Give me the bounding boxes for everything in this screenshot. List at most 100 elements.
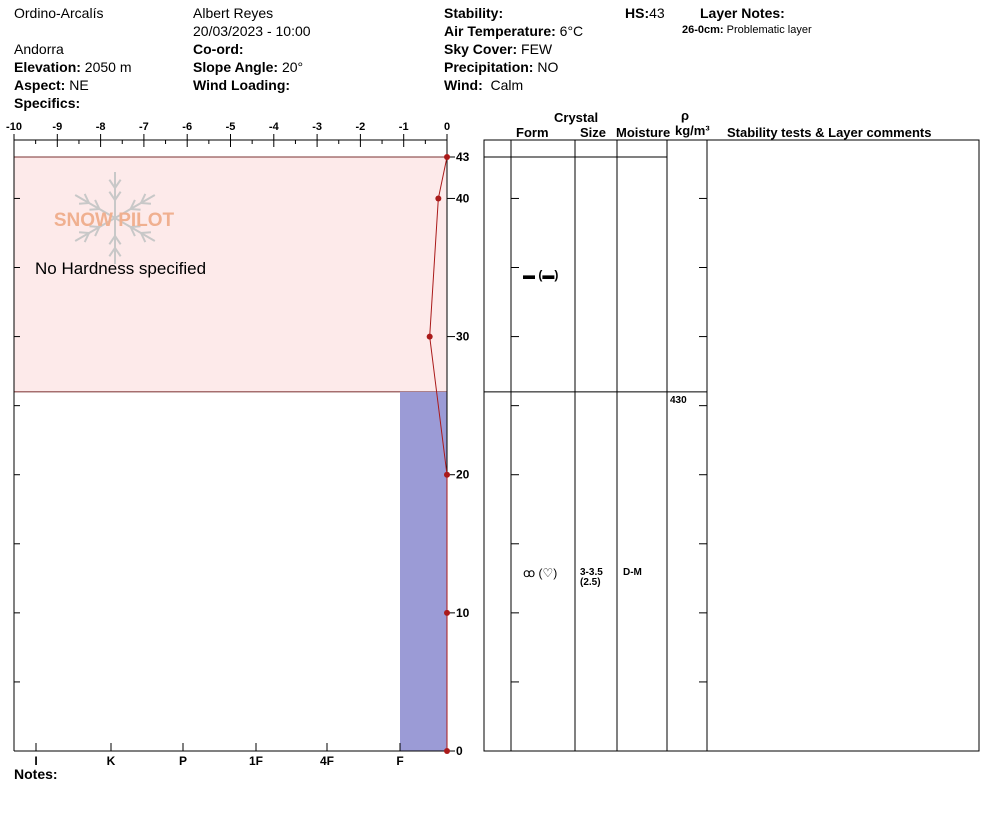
comments-header: Stability tests & Layer comments [727,125,932,140]
hardness-tick-label: I [34,754,37,768]
wind-value: Calm [490,77,524,93]
density-lower: 430 [670,395,687,406]
slope-label: Slope Angle: [193,59,279,75]
layer-notes-label: Layer Notes: [700,5,785,21]
temperature-point [444,154,450,160]
temp-tick-label: 0 [444,121,450,133]
flake-arm [74,217,116,242]
flake-branch [78,202,90,205]
height-tick-label: 0 [456,744,463,758]
specifics-label: Specifics: [14,95,81,111]
temp-tick-label: -7 [139,121,149,133]
flake-branch [114,247,122,257]
hardness-tick-label: F [396,754,403,768]
observation-datetime: 20/03/2023 - 10:00 [193,23,311,39]
precip-label: Precipitation: [444,59,534,75]
height-tick-label: 30 [456,330,470,344]
air-temp-value: 6°C [559,23,584,39]
temp-tick-label: -4 [269,121,280,133]
flake-branch [108,247,116,257]
hardness-tick-label: 1F [249,754,263,768]
size-alt-lower: (2.5) [580,577,601,588]
layer-table [483,139,980,752]
layer-hardness-bar [400,391,447,751]
flake-branch [94,199,101,210]
flake-branch [78,231,90,234]
size-header: Size [580,125,607,140]
flake-branch [89,208,100,211]
precip-value: NO [537,59,559,75]
layer-note-depth: 26-0cm: [682,24,724,36]
wind-label: Wind: [444,77,483,93]
rho-header: ρ [681,108,690,123]
hs-label: HS: [625,5,650,21]
sky-value: FEW [521,41,553,57]
flake-branch [140,202,152,205]
moisture-header: Moisture [616,125,671,140]
flake-branch [129,199,136,210]
temp-tick-label: -6 [182,121,192,133]
slope-row: Slope Angle: 20° [193,58,303,76]
grain-form-lower: ꝏ (♡) [523,566,558,580]
stability-label: Stability: [444,5,504,21]
form-header: Form [516,125,549,140]
aspect-row: Aspect: NE [14,76,89,94]
flake-branch [108,179,116,189]
flake-branch [129,226,136,237]
temp-tick-label: -1 [399,121,409,133]
crystal-header: Crystal [554,110,599,125]
temperature-point [426,333,433,340]
wind-row: Wind: Calm [444,76,523,94]
flake-branch [108,191,116,201]
moisture-lower: D-M [623,567,642,578]
flake-branch [140,231,152,234]
flake-branch [89,225,100,228]
flake-branch [140,232,147,243]
hs-value: 43 [649,5,665,21]
notes-label: Notes: [14,766,58,782]
hardness-tick-label: 4F [320,754,334,768]
flake-arm [74,194,116,219]
observer: Albert Reyes [193,5,274,21]
flake-arm [114,194,156,219]
layer-note: 26-0cm: Problematic layer [682,24,812,37]
flake-branch [83,193,90,204]
flake-branch [83,232,90,243]
aspect-label: Aspect: [14,77,66,93]
temperature-point [444,748,450,754]
aspect-value: NE [69,77,89,93]
temp-tick-label: -8 [96,121,106,133]
flake-branch [130,225,141,228]
temperature-point [435,195,442,202]
sky-label: Sky Cover: [444,41,518,57]
temp-tick-label: -2 [356,121,366,133]
air-temp-label: Air Temperature: [444,23,556,39]
hardness-tick-label: K [107,754,116,768]
temp-tick-label: -3 [312,121,322,133]
flake-branch [108,235,116,245]
air-temp-row: Air Temperature: 6°C [444,22,583,40]
sky-row: Sky Cover: FEW [444,40,552,58]
precip-row: Precipitation: NO [444,58,558,76]
temperature-point [444,471,450,478]
temp-tick-label: -5 [226,121,236,133]
no-hardness-text: No Hardness specified [35,259,206,278]
density-unit-header: kg/m³ [675,123,710,138]
location: Ordino-Arcalís [14,5,104,21]
flake-branch [94,226,101,237]
flake-branch [114,179,122,189]
temperature-line [429,156,448,751]
flake-branch [130,208,141,211]
height-tick-label: 43 [456,150,470,164]
elevation-value: 2050 m [84,59,132,75]
size-lower: 3-3.5 [580,567,603,578]
watermark-text: SNOW PILOT [54,210,175,231]
hs-row: HS:43 [625,4,665,22]
height-tick-label: 20 [456,468,470,482]
hardness-tick-label: P [179,754,187,768]
country: Andorra [14,41,64,57]
temperature-point [444,609,450,616]
elevation-row: Elevation: 2050 m [14,58,132,76]
wind-loading-label: Wind Loading: [193,77,291,93]
